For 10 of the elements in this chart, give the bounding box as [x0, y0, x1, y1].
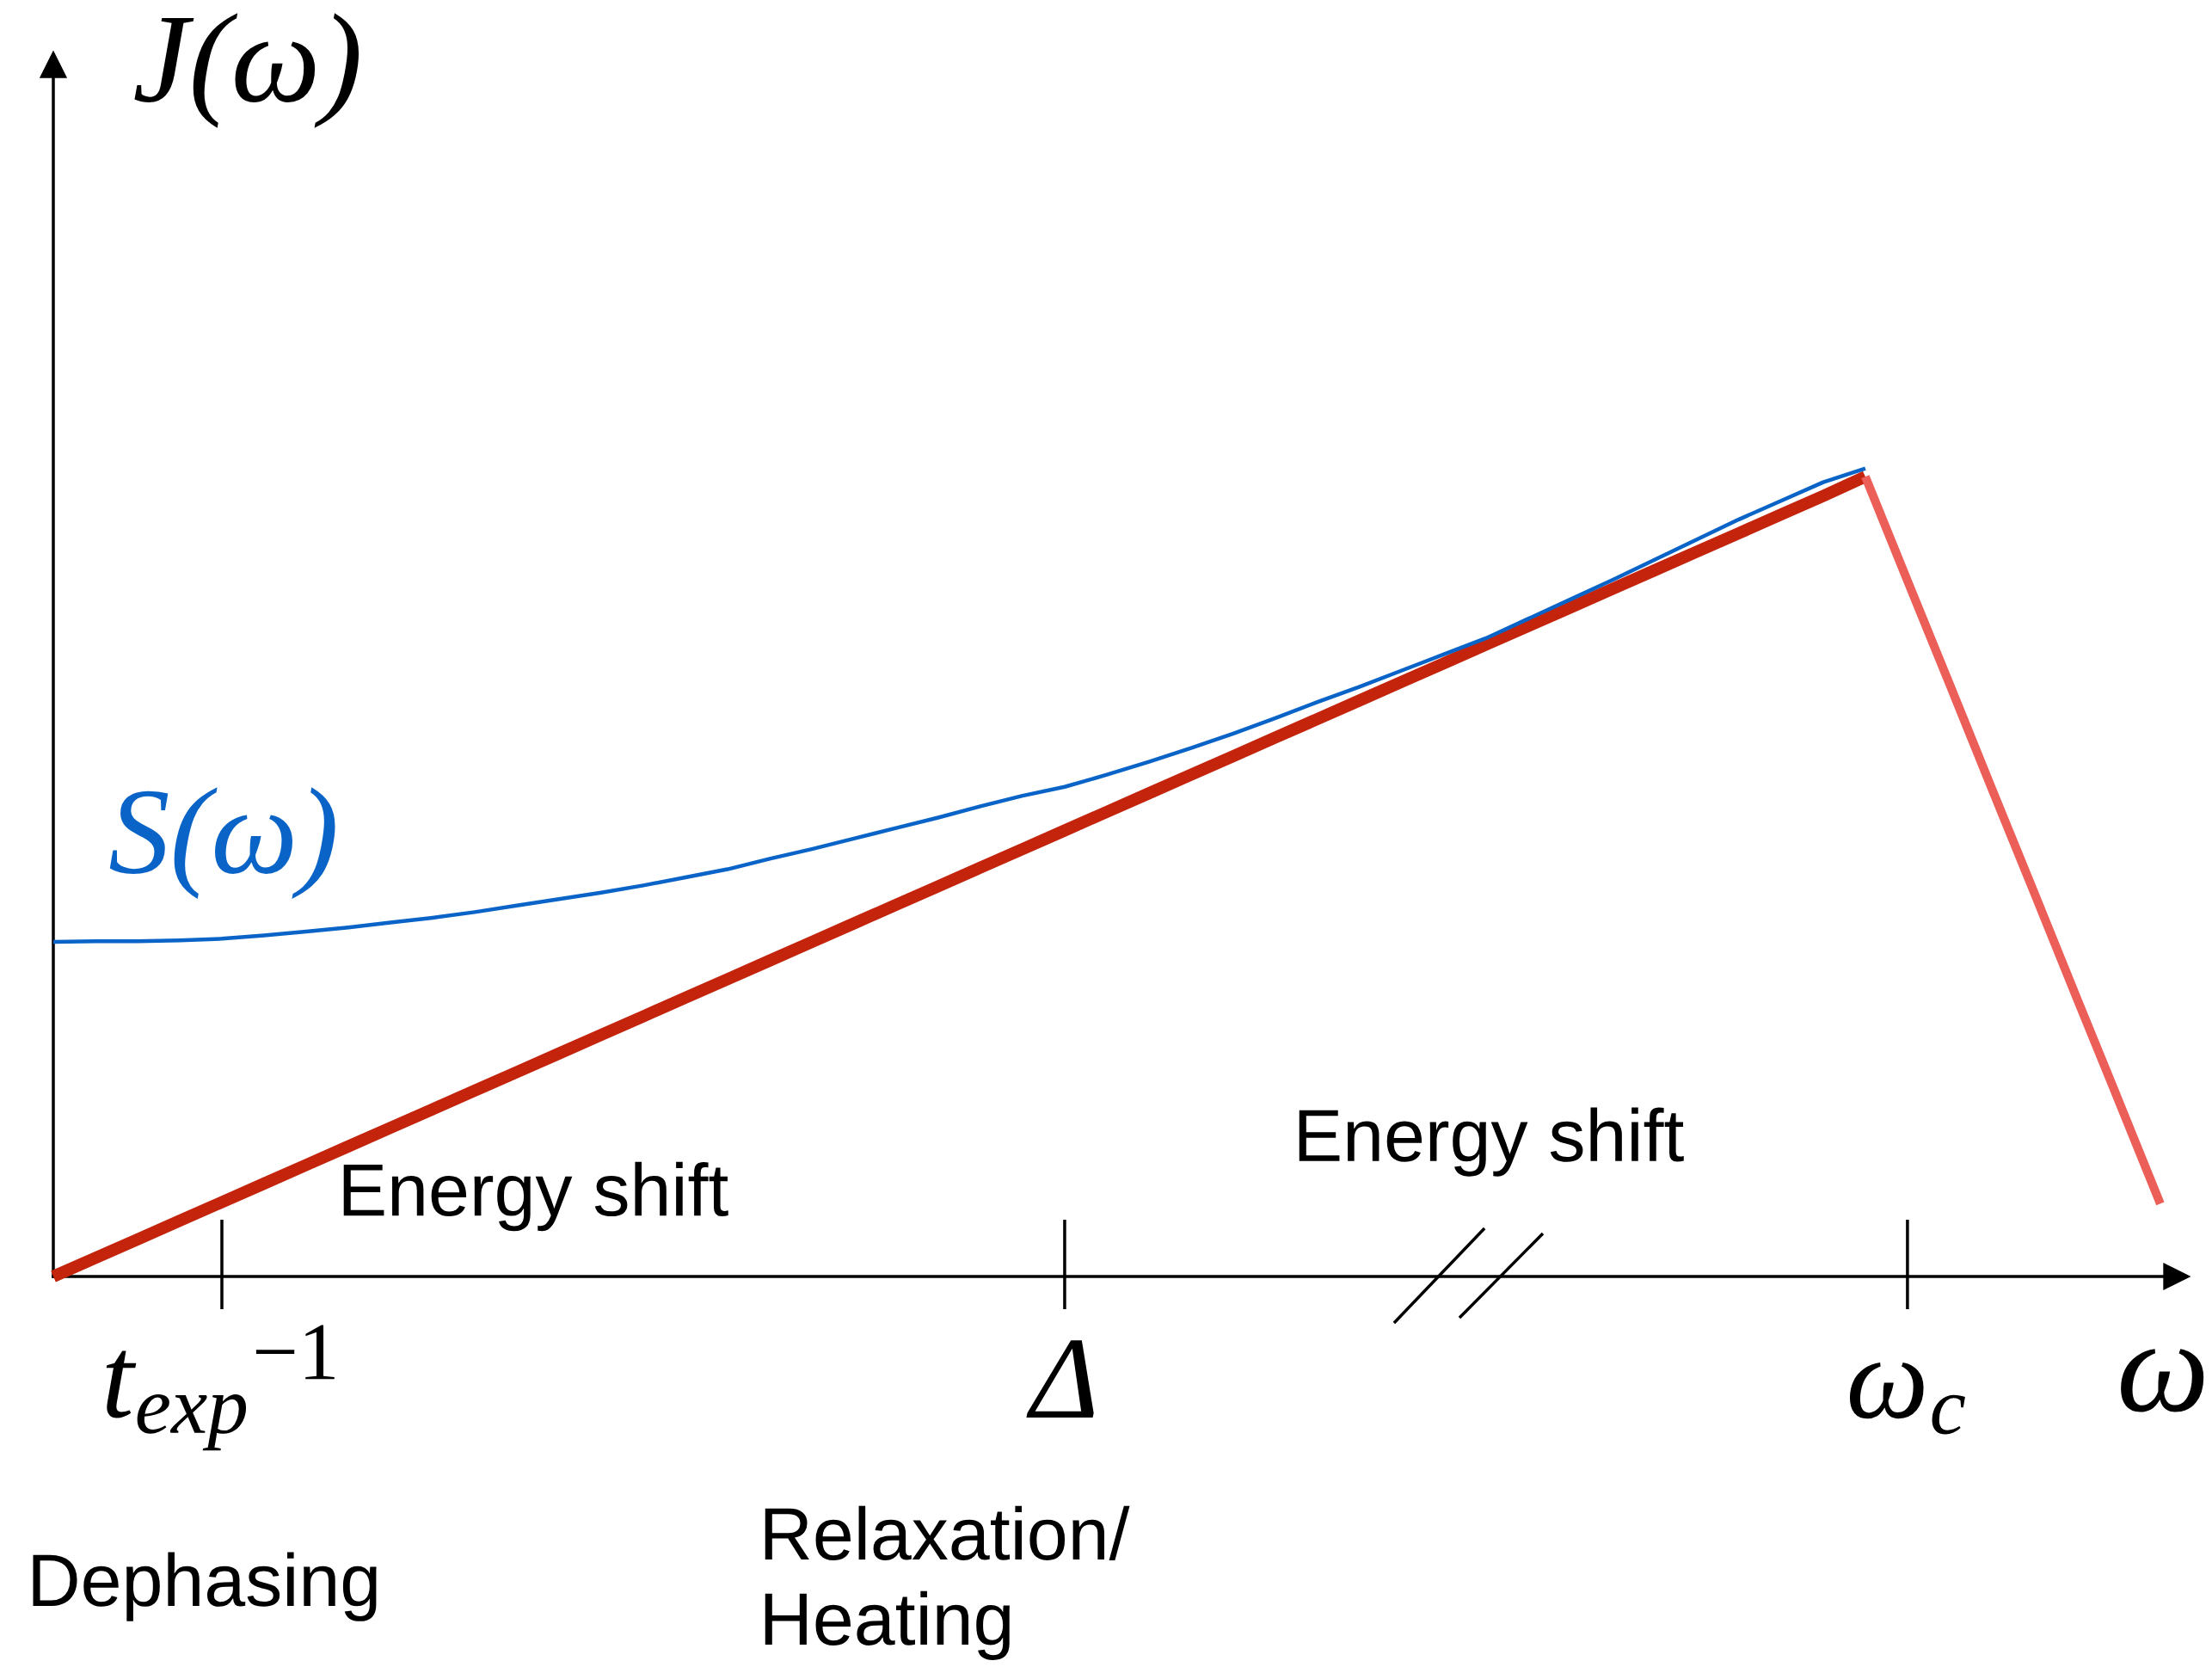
annotation: Energy shift	[343, 1161, 728, 1232]
x-axis-title: ω	[2121, 1349, 2204, 1412]
x-tick-label: t$_{exp}$$^{−1}$	[106, 1325, 335, 1451]
text: Dephasing	[33, 1552, 377, 1621]
x-tick-label: ω$_{c}$	[1849, 1363, 1965, 1435]
text: Relaxation/ Heating	[765, 1505, 1130, 1660]
annotation: Energy shift	[1299, 1107, 1684, 1177]
series-label: S(ω)	[109, 787, 335, 899]
x-tick-label: Δ	[1026, 1340, 1094, 1418]
y-axis-title: J(ω)	[134, 13, 359, 128]
